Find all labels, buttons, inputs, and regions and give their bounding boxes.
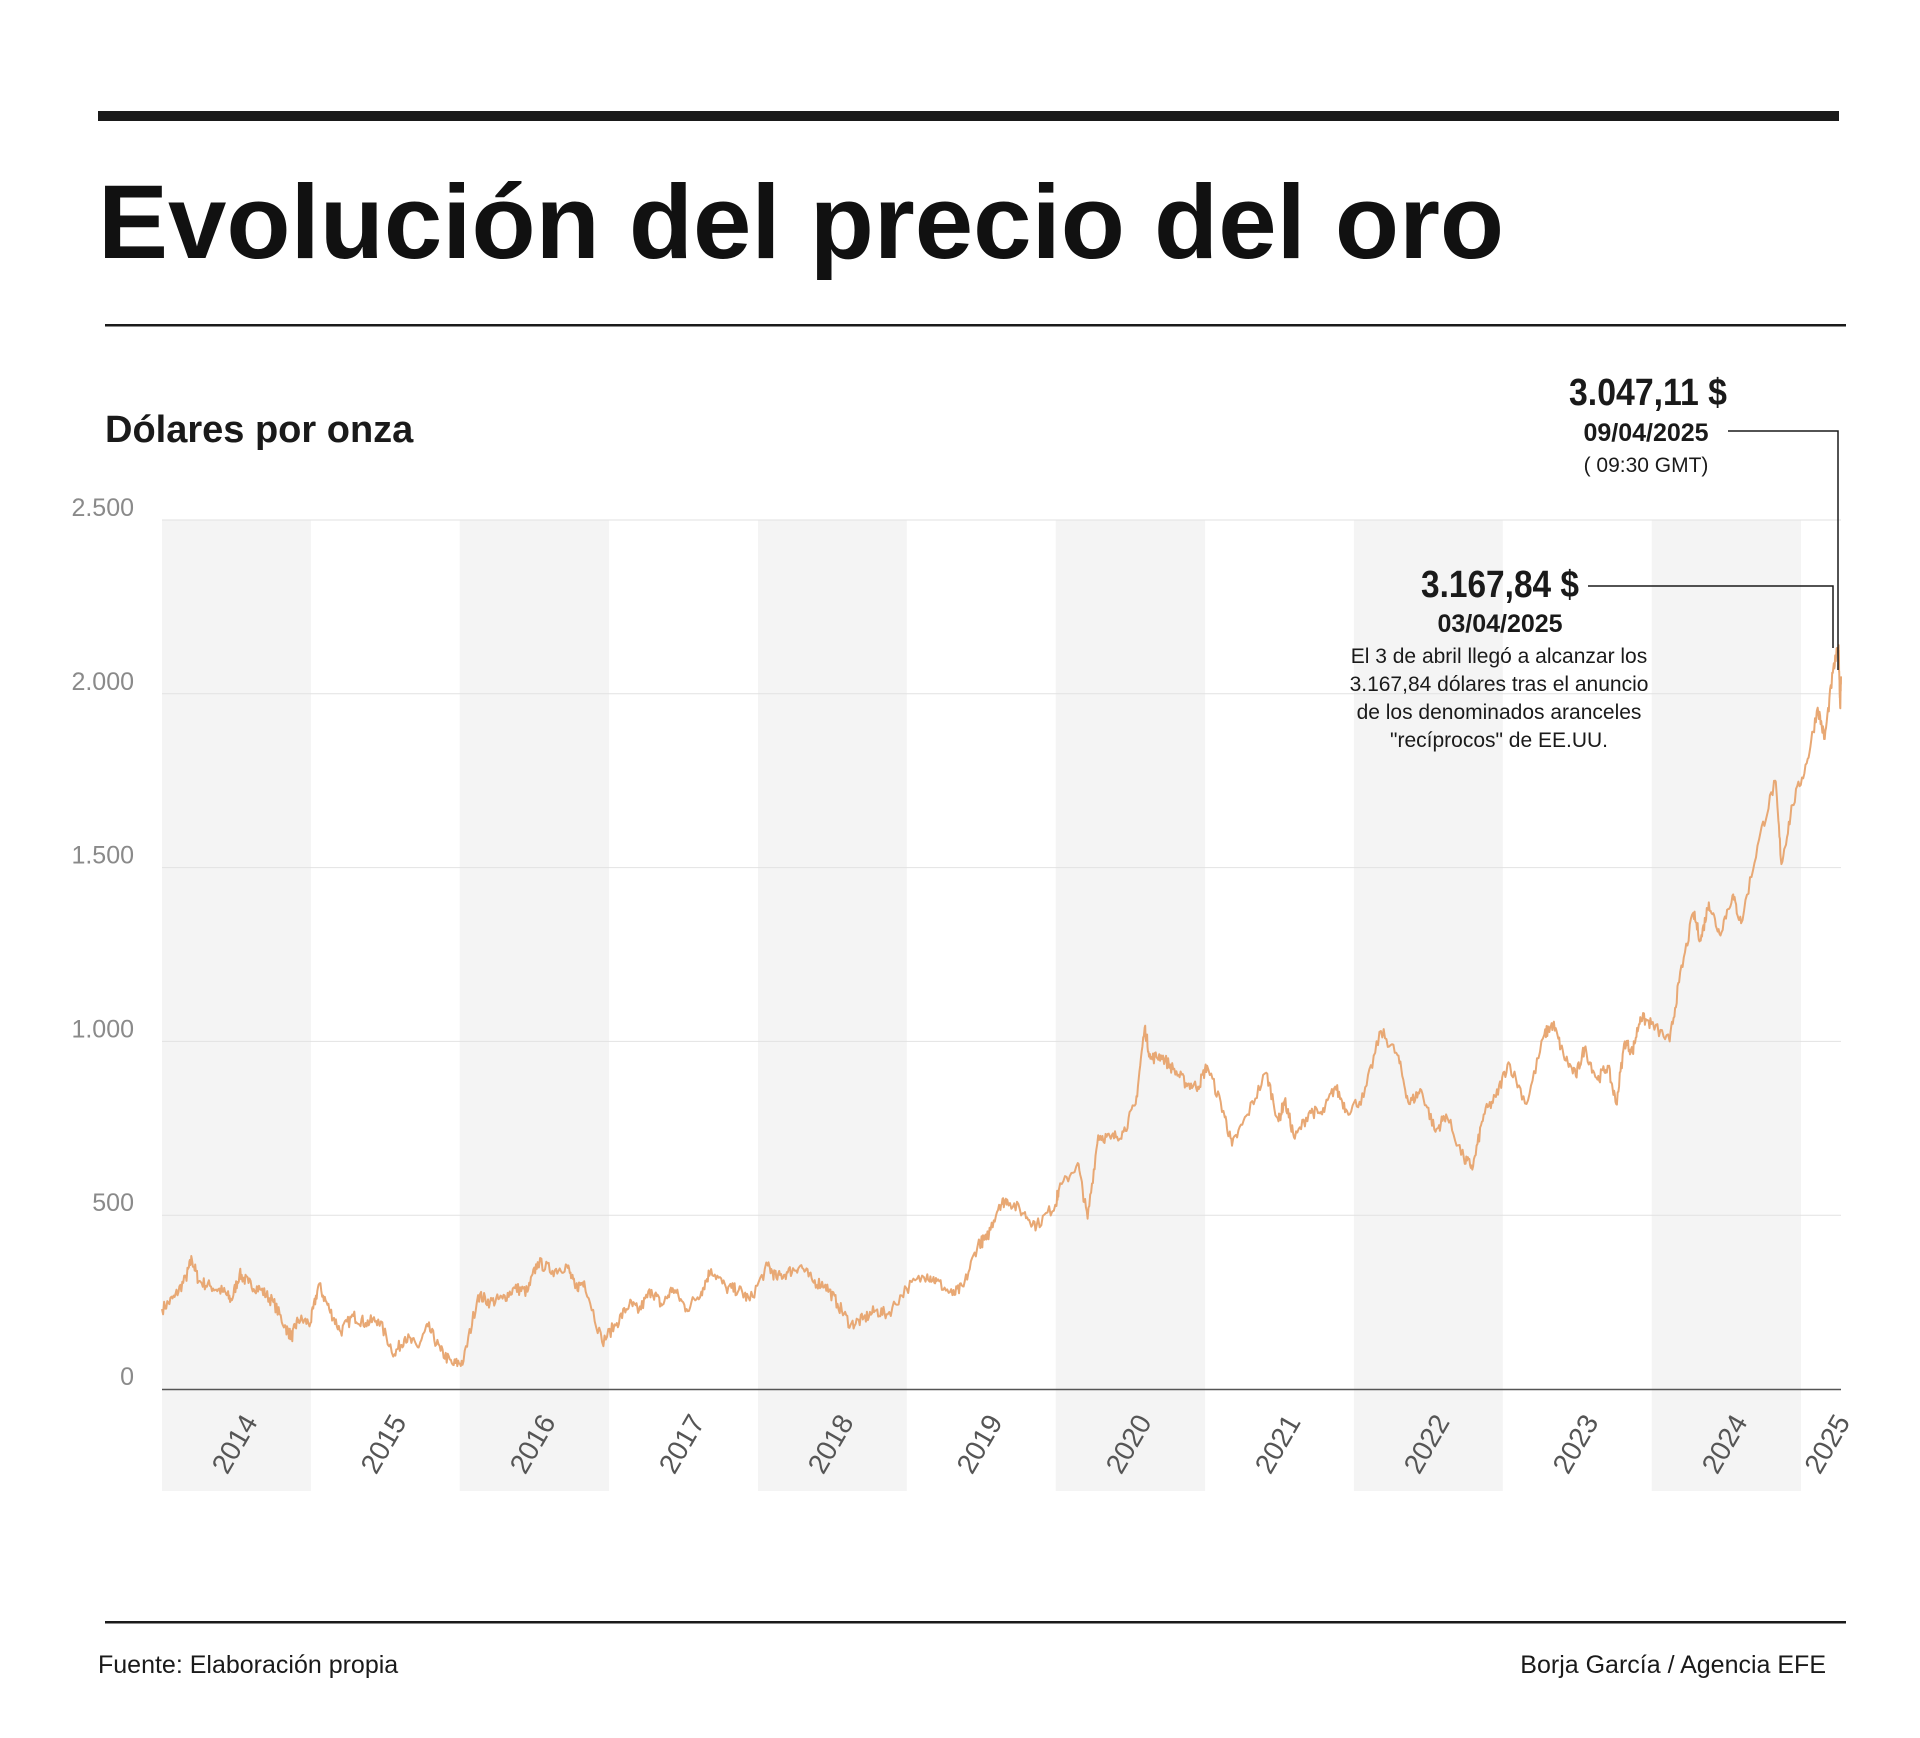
peak-annotation: 3.167,84 $ 03/04/2025 El 3 de abril lleg… [1350, 564, 1834, 752]
x-tick-label-2021: 2021 [1249, 1409, 1307, 1478]
peak-note-line-1: El 3 de abril llegó a alcanzar los [1351, 645, 1648, 668]
year-band-2014 [162, 520, 311, 1491]
peak-leader-line [1588, 585, 1834, 648]
title-divider [105, 324, 1846, 327]
y-tick-label: 1.000 [71, 1015, 134, 1043]
latest-date: 09/04/2025 [1583, 419, 1708, 447]
x-tick-label-2023: 2023 [1546, 1409, 1604, 1478]
source-note: Fuente: Elaboración propia [98, 1651, 399, 1679]
x-tick-label-2017: 2017 [653, 1409, 711, 1478]
peak-note-line-4: "recíprocos" de EE.UU. [1390, 729, 1608, 752]
x-tick-label-2019: 2019 [950, 1409, 1008, 1478]
x-tick-label-2025: 2025 [1798, 1409, 1856, 1478]
gridlines [162, 519, 1841, 1216]
x-tick-label-2015: 2015 [355, 1409, 413, 1478]
year-band-2020 [1055, 520, 1206, 1491]
credit-note: Borja García / Agencia EFE [1520, 1651, 1826, 1679]
peak-value: 3.167,84 $ [1421, 564, 1579, 606]
unit-label: Dólares por onza [105, 409, 414, 451]
y-tick-label: 0 [120, 1363, 134, 1391]
year-band-2018 [757, 520, 907, 1491]
year-band-2016 [459, 520, 610, 1491]
footer-divider [105, 1621, 1846, 1624]
peak-note-line-3: de los denominados aranceles [1357, 701, 1642, 724]
year-bands [162, 520, 1802, 1491]
latest-value: 3.047,11 $ [1569, 372, 1727, 414]
chart-title: Evolución del precio del oro [98, 164, 1504, 281]
latest-leader-line [1728, 430, 1839, 670]
latest-annotation: 3.047,11 $ 09/04/2025 ( 09:30 GMT) [1569, 372, 1839, 670]
y-tick-label: 1.500 [71, 842, 134, 870]
x-axis-ticks: 2014 2015 2016 2017 2018 2019 2020 2021 2022 2023… [206, 1409, 1857, 1478]
latest-time: ( 09:30 GMT) [1584, 454, 1709, 477]
year-band-2022 [1353, 520, 1503, 1491]
peak-note-line-2: 3.167,84 dólares tras el anuncio [1350, 673, 1649, 696]
y-tick-label: 500 [92, 1189, 134, 1217]
gold-price-line [161, 644, 1842, 1368]
y-tick-label: 2.500 [71, 494, 134, 522]
y-axis-ticks: 0 500 1.000 1.500 2.000 2.500 [71, 494, 134, 1391]
peak-date: 03/04/2025 [1437, 610, 1562, 638]
year-band-2024 [1651, 520, 1802, 1491]
top-rule [98, 111, 1839, 121]
y-tick-label: 2.000 [71, 668, 134, 696]
